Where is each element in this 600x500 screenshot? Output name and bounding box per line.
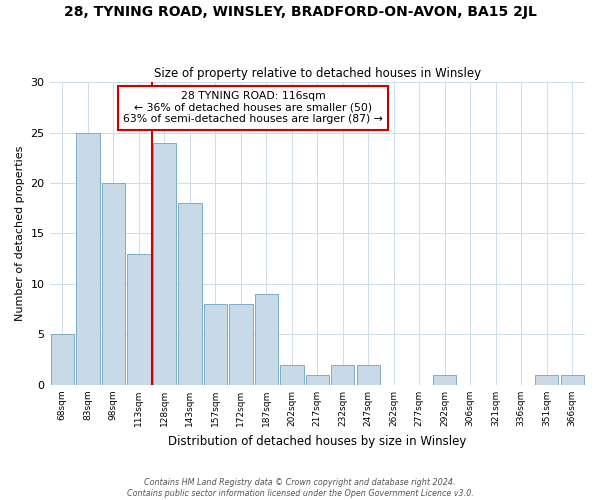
X-axis label: Distribution of detached houses by size in Winsley: Distribution of detached houses by size …	[168, 434, 466, 448]
Text: 28 TYNING ROAD: 116sqm
← 36% of detached houses are smaller (50)
63% of semi-det: 28 TYNING ROAD: 116sqm ← 36% of detached…	[123, 91, 383, 124]
Bar	[433, 375, 457, 385]
Text: 28, TYNING ROAD, WINSLEY, BRADFORD-ON-AVON, BA15 2JL: 28, TYNING ROAD, WINSLEY, BRADFORD-ON-AV…	[64, 5, 536, 19]
Bar	[203, 304, 227, 385]
Bar	[229, 304, 253, 385]
Bar	[331, 364, 355, 385]
Bar	[305, 375, 329, 385]
Bar	[127, 254, 151, 385]
Bar	[535, 375, 559, 385]
Y-axis label: Number of detached properties: Number of detached properties	[15, 146, 25, 321]
Bar	[254, 294, 278, 385]
Bar	[50, 334, 74, 385]
Text: Contains HM Land Registry data © Crown copyright and database right 2024.
Contai: Contains HM Land Registry data © Crown c…	[127, 478, 473, 498]
Title: Size of property relative to detached houses in Winsley: Size of property relative to detached ho…	[154, 66, 481, 80]
Bar	[178, 203, 202, 385]
Bar	[356, 364, 380, 385]
Bar	[560, 375, 584, 385]
Bar	[76, 132, 100, 385]
Bar	[280, 364, 304, 385]
Bar	[152, 142, 176, 385]
Bar	[101, 183, 125, 385]
